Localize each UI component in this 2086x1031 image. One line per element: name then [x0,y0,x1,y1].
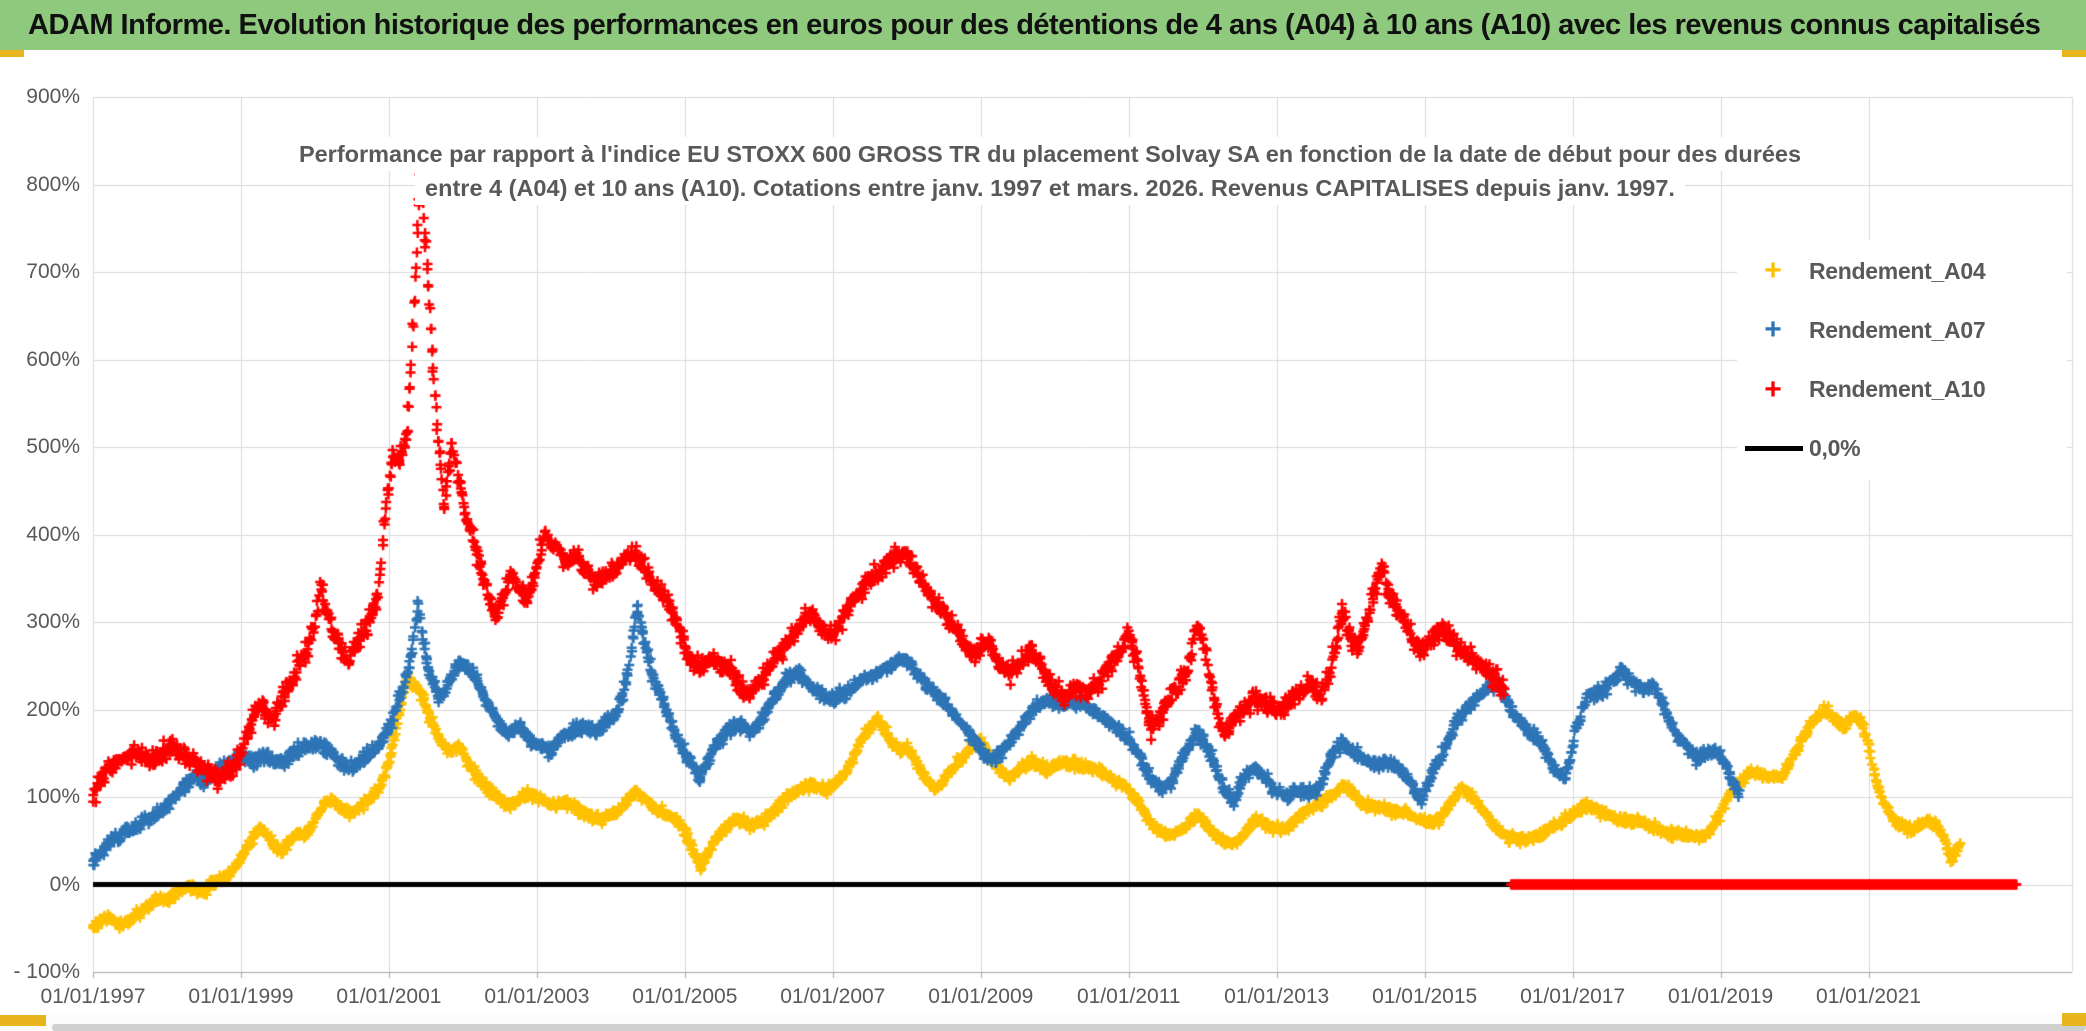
chart-area[interactable]: Performance par rapport à l'indice EU ST… [0,57,2086,1015]
window-title: ADAM Informe. Evolution historique des p… [28,8,2041,41]
y-axis-tick-label: 900% [26,85,80,108]
x-axis-tick-label: 01/01/2019 [1668,985,1774,1008]
x-axis-tick-label: 01/01/2015 [1372,985,1478,1008]
plus-marker-icon: + [1764,254,1782,287]
x-axis-tick-label: 01/01/2009 [928,985,1034,1008]
x-axis-tick-label: 01/01/2011 [1076,985,1181,1008]
chart-legend[interactable]: + Rendement_A04 + Rendement_A07 + Rendem… [1737,240,2067,480]
x-axis-tick-label: 01/01/2003 [484,985,590,1008]
x-axis-tick-label: 01/01/2001 [336,985,442,1008]
x-axis-tick-label: 01/01/2005 [632,985,738,1008]
y-axis-tick-label: - 100% [13,960,80,983]
legend-label: Rendement_A04 [1809,257,1986,284]
line-swatch-icon [1745,446,1803,452]
gold-corner-top-left [0,50,24,58]
plus-marker-icon: + [1764,372,1782,406]
y-axis-tick-label: 800% [26,172,80,196]
x-axis-tick-label: 01/01/1999 [188,985,294,1008]
x-axis-tick-label: 01/01/1997 [40,985,146,1008]
y-axis-tick-label: 600% [26,347,80,371]
x-axis-tick-label: 01/01/2021 [1815,985,1922,1008]
chart-plot-canvas[interactable] [0,57,2086,1015]
y-axis-tick-label: 200% [26,697,80,721]
plus-marker-icon: + [1764,313,1782,347]
gold-corner-bottom-left [0,1015,46,1026]
x-axis-tick-label: 01/01/2007 [780,985,886,1008]
y-axis-tick-label: 300% [26,610,80,633]
legend-label: Rendement_A07 [1809,316,1986,343]
legend-item-rendement-a10[interactable]: + Rendement_A10 [1737,363,2067,417]
legend-item-rendement-a07[interactable]: + Rendement_A07 [1737,303,2067,357]
legend-label: 0,0% [1809,435,1861,462]
horizontal-scrollbar[interactable] [52,1024,2086,1031]
x-axis-tick-label: 01/01/2017 [1520,985,1626,1008]
legend-item-rendement-a04[interactable]: + Rendement_A04 [1737,244,2067,298]
legend-label: Rendement_A10 [1809,376,1986,403]
y-axis-tick-label: 700% [26,260,80,283]
x-axis-tick-label: 01/01/2013 [1224,985,1330,1008]
y-axis-tick-label: 400% [26,522,80,546]
window-title-bar: ADAM Informe. Evolution historique des p… [0,0,2086,50]
legend-item-zero-line[interactable]: 0,0% [1737,422,2067,476]
y-axis-tick-label: 500% [26,435,80,458]
y-axis-tick-label: 0% [49,872,80,896]
y-axis-tick-label: 100% [26,785,80,808]
gold-corner-bottom-right [2062,1013,2086,1026]
